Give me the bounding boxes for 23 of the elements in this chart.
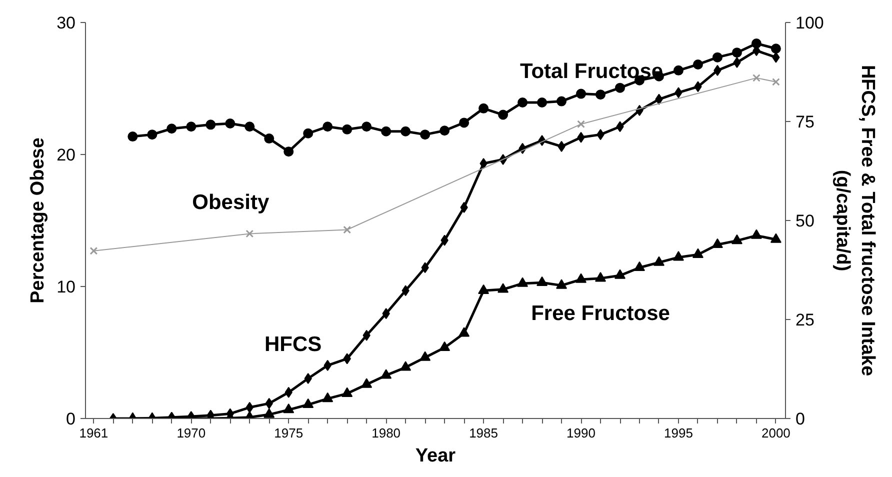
y2-tick-label: 75 [796, 112, 814, 132]
series-label: HFCS [264, 333, 322, 356]
series-label: Obesity [192, 191, 270, 214]
y-axis-title: Percentage Obese [28, 138, 49, 304]
x-tick-label: 2000 [761, 426, 790, 440]
y-tick-label: 30 [56, 14, 76, 32]
x-tick-label: 1961 [79, 426, 108, 440]
y-tick-label: 0 [66, 410, 76, 428]
x-tick-label: 1990 [566, 426, 596, 440]
x-tick-label: 1985 [469, 426, 498, 440]
y2-tick-label: 100 [796, 14, 824, 32]
x-tick-label: 1995 [664, 426, 693, 440]
x-tick-label: 1980 [372, 426, 401, 440]
series-label: Free Fructose [531, 302, 670, 325]
x-axis-title: Year [415, 446, 456, 466]
y2-tick-label: 0 [796, 410, 805, 428]
y2-tick-label: 25 [796, 310, 814, 330]
x-tick-label: 1970 [176, 426, 206, 440]
x-tick-label: 1975 [274, 426, 304, 440]
y-tick-label: 10 [56, 278, 76, 296]
y2-axis-title: HFCS, Free & Total fructose Intake (g/capita/d) [832, 64, 878, 376]
y2-tick-label: 50 [796, 212, 814, 230]
y-tick-label: 20 [56, 146, 76, 164]
